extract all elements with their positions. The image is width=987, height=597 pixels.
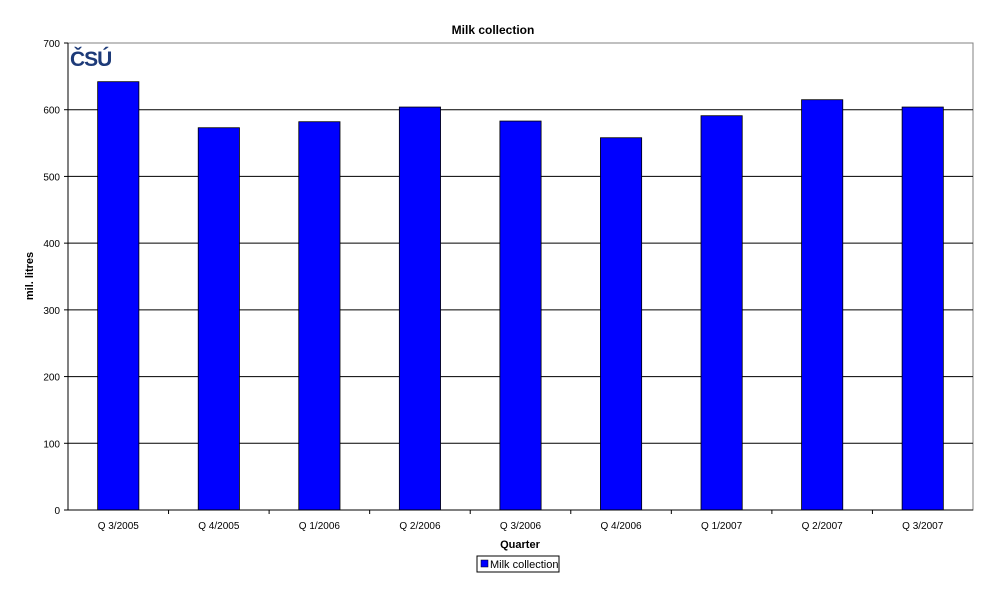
y-tick-label: 100 — [43, 439, 60, 450]
y-tick-label: 400 — [43, 239, 60, 250]
x-axis-label: Quarter — [500, 539, 540, 551]
x-tick-label: Q 1/2006 — [299, 521, 341, 532]
bar — [901, 106, 944, 511]
chart-title: Milk collection — [452, 23, 535, 37]
y-tick-label: 200 — [43, 373, 60, 384]
x-tick-label: Q 2/2007 — [802, 521, 844, 532]
csu-logo: ČSÚ — [70, 47, 112, 71]
y-tick-label: 0 — [54, 506, 60, 517]
x-tick-label: Q 3/2005 — [98, 521, 140, 532]
bar — [398, 106, 441, 511]
bar — [197, 127, 240, 511]
bar — [499, 120, 542, 511]
x-tick-label: Q 4/2005 — [198, 521, 240, 532]
y-tick-label: 700 — [43, 39, 60, 50]
x-tick-label: Q 4/2006 — [600, 521, 642, 532]
x-tick-label: Q 1/2007 — [701, 521, 743, 532]
legend-box — [476, 555, 560, 573]
x-axis-ticks: Q 3/2005 Q 4/2005 Q 1/2006 Q 2/2006 Q 3/2006… — [98, 510, 944, 532]
bars — [97, 81, 944, 511]
y-axis-ticks: 0 100 200 300 400 500 600 700 — [43, 39, 68, 517]
y-axis-label: mil. litres — [24, 252, 36, 300]
y-tick-label: 500 — [43, 172, 60, 183]
bar — [801, 99, 844, 511]
x-tick-label: Q 2/2006 — [399, 521, 441, 532]
csu-logo-text: ČSÚ — [70, 47, 111, 71]
y-tick-label: 300 — [43, 306, 60, 317]
bar — [97, 81, 140, 511]
legend-label: Milk collection — [490, 559, 558, 571]
x-tick-label: Q 3/2006 — [500, 521, 542, 532]
y-tick-label: 600 — [43, 106, 60, 117]
bar — [600, 137, 643, 511]
legend: Milk collection — [476, 555, 560, 573]
bar — [298, 121, 341, 511]
bar — [700, 115, 743, 511]
x-tick-label: Q 3/2007 — [902, 521, 944, 532]
legend-swatch — [480, 559, 489, 568]
